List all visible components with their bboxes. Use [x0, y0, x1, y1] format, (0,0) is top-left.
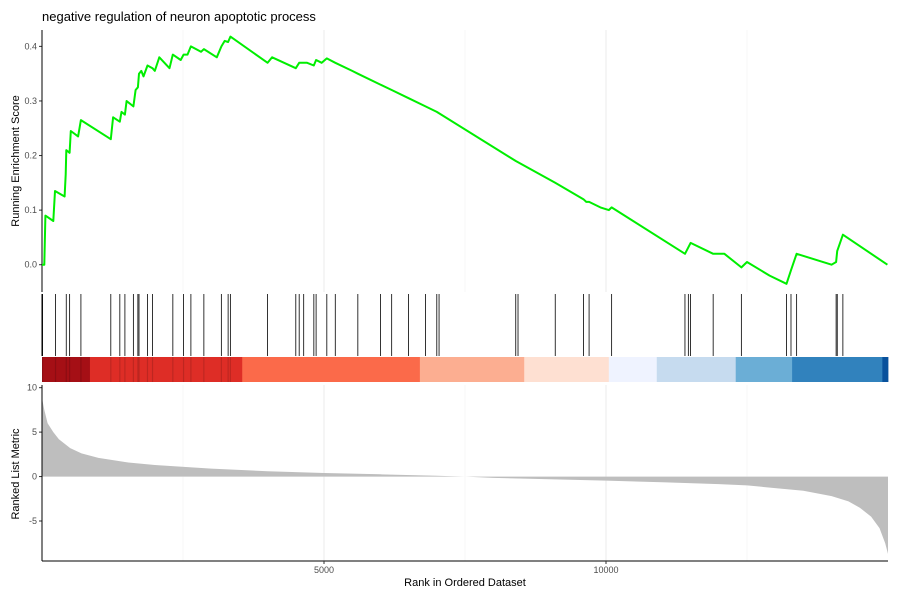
rank-band-segment	[242, 357, 421, 382]
ranked-metric-area	[42, 398, 888, 554]
rank-band-segment	[524, 357, 610, 382]
ranked-metric-y-ticks: 10 5 0 -5	[27, 383, 42, 526]
y-tick-label: 0.0	[24, 260, 37, 270]
y-tick-label: 10	[27, 383, 37, 393]
y-tick-label: 0.1	[24, 205, 37, 215]
rank-band-segment	[792, 357, 883, 382]
running-score-y-label: Running Enrichment Score	[10, 95, 22, 226]
y-tick-label: 0.4	[24, 41, 37, 51]
running-score-panel: 0.0 0.1 0.2 0.3 0.4 Running Enrichment Score	[10, 30, 888, 292]
ranked-metric-y-label: Ranked List Metric	[10, 428, 22, 520]
gene-hits-panel	[41, 294, 844, 356]
rank-band-segment	[419, 357, 525, 382]
y-tick-label: 5	[32, 427, 37, 437]
x-axis-ticks: 5000 10000	[314, 561, 619, 575]
ranked-metric-gridlines	[182, 385, 748, 561]
y-tick-label: 0.2	[24, 151, 37, 161]
x-tick-label: 10000	[593, 565, 618, 575]
rank-band-segment	[735, 357, 793, 382]
y-tick-label: 0.3	[24, 96, 37, 106]
x-axis-label: Rank in Ordered Dataset	[404, 577, 526, 589]
rank-color-band	[41, 357, 889, 382]
rank-band-segment	[882, 357, 889, 382]
running-score-line	[42, 35, 888, 285]
rank-band-segment	[42, 357, 91, 382]
rank-band-segment	[89, 357, 243, 382]
running-score-gridlines	[182, 30, 748, 292]
chart-title: negative regulation of neuron apoptotic …	[42, 9, 316, 24]
running-score-y-ticks: 0.0 0.1 0.2 0.3 0.4	[24, 41, 42, 270]
rank-band-segment	[608, 357, 658, 382]
x-tick-label: 5000	[314, 565, 334, 575]
y-tick-label: 0	[32, 472, 37, 482]
rank-band-segment	[656, 357, 737, 382]
y-tick-label: -5	[29, 516, 37, 526]
ranked-metric-panel: 10 5 0 -5 5000 10000 Ranked List Metric Rank…	[10, 383, 888, 589]
